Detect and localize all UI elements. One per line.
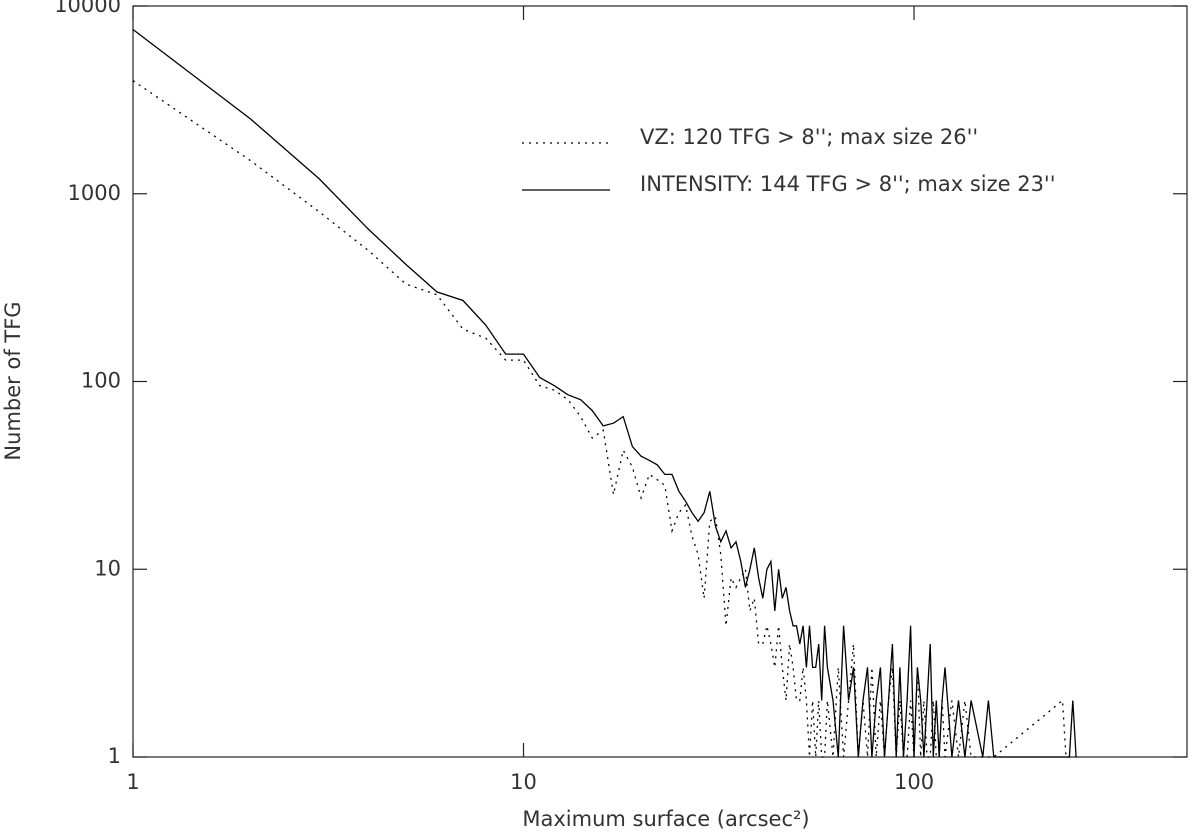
x-tick-label: 1 bbox=[126, 770, 139, 794]
legend-label: VZ: 120 TFG > 8''; max size 26'' bbox=[640, 125, 978, 149]
plot-frame bbox=[132, 5, 1188, 758]
series-line bbox=[132, 28, 1077, 758]
y-tick-label: 100 bbox=[81, 369, 121, 393]
legend-label: INTENSITY: 144 TFG > 8''; max size 23'' bbox=[640, 172, 1055, 196]
x-axis-label: Maximum surface (arcsec²) bbox=[522, 807, 809, 831]
y-axis-label: Number of TFG bbox=[1, 301, 25, 460]
x-tick-label: 10 bbox=[510, 770, 537, 794]
y-tick-label: 1000 bbox=[68, 181, 121, 205]
y-tick-label: 1 bbox=[108, 744, 121, 768]
y-tick-label: 10 bbox=[94, 556, 121, 580]
y-tick-label: 10000 bbox=[54, 0, 121, 17]
x-tick-label: 100 bbox=[894, 770, 934, 794]
